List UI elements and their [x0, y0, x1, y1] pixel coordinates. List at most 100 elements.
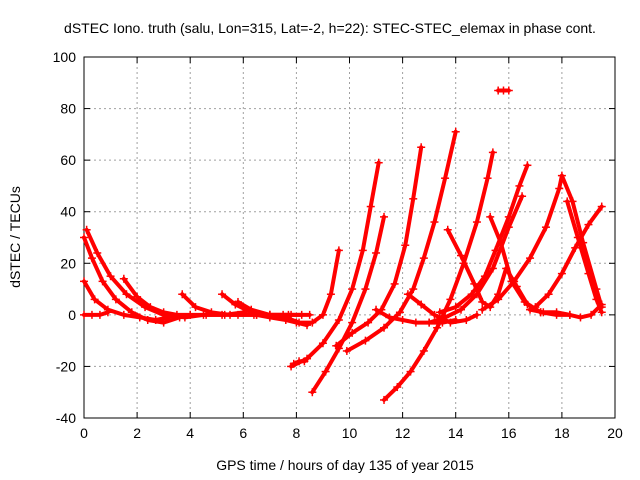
data-point [318, 310, 327, 319]
x-axis-label: GPS time / hours of day 135 of year 2015 [216, 457, 474, 473]
series-14 [342, 127, 460, 355]
data-point [247, 305, 256, 314]
data-point [80, 277, 88, 286]
data-point [462, 316, 471, 325]
x-tick-label: 6 [239, 425, 247, 441]
data-point [430, 310, 439, 319]
data-point [523, 161, 532, 170]
data-point [425, 318, 434, 327]
data-point [265, 313, 274, 322]
data-point [541, 223, 550, 232]
data-point [526, 254, 535, 263]
data-point [403, 290, 412, 299]
data-point [592, 295, 601, 304]
data-point [587, 310, 596, 319]
data-point [406, 367, 415, 376]
data-point [98, 277, 107, 286]
data-point [146, 303, 155, 312]
data-point [419, 254, 428, 263]
data-point [472, 310, 481, 319]
x-tick-label: 20 [607, 425, 623, 441]
data-point [159, 308, 168, 317]
data-point [483, 174, 492, 183]
series-13 [332, 143, 426, 350]
data-point [557, 171, 566, 180]
data-point [446, 295, 455, 304]
data-point [441, 174, 450, 183]
data-point [348, 318, 357, 327]
data-point [321, 367, 330, 376]
data-point [597, 202, 606, 211]
data-point [557, 269, 566, 278]
series-12 [308, 212, 389, 397]
data-point [488, 148, 497, 157]
y-tick-label: 40 [60, 204, 76, 220]
data-point [515, 181, 524, 190]
y-tick-label: 100 [53, 49, 77, 65]
y-tick-label: 0 [68, 307, 76, 323]
data-point [457, 305, 466, 314]
data-point [563, 197, 572, 206]
series-26 [563, 197, 606, 317]
series-line [437, 163, 530, 315]
series-15 [380, 148, 497, 404]
series-line [289, 160, 381, 369]
data-point [478, 305, 487, 314]
data-point [361, 285, 370, 294]
data-point [332, 341, 341, 350]
data-series [80, 86, 606, 404]
x-tick-label: 12 [395, 425, 411, 441]
data-point [342, 346, 351, 355]
data-point [135, 313, 144, 322]
data-point [443, 225, 452, 234]
y-tick-label: 80 [60, 101, 76, 117]
data-point [552, 308, 561, 317]
data-point [106, 272, 115, 281]
x-tick-label: 8 [293, 425, 301, 441]
data-point [417, 143, 426, 152]
data-point [526, 305, 535, 314]
data-point [419, 346, 428, 355]
chart-title: dSTEC Iono. truth (salu, Lon=315, Lat=-2… [64, 20, 596, 36]
data-point [90, 295, 99, 304]
series-23 [478, 171, 606, 314]
data-point [571, 243, 580, 252]
series-4 [80, 308, 112, 319]
data-point [576, 313, 585, 322]
series-line [382, 150, 495, 402]
data-point [303, 321, 312, 330]
data-point [494, 295, 503, 304]
data-point [103, 308, 112, 317]
y-tick-label: 20 [60, 255, 76, 271]
data-point [292, 318, 301, 327]
data-point [565, 310, 574, 319]
data-point [380, 323, 389, 332]
data-point [361, 336, 370, 345]
data-point [226, 310, 235, 319]
data-point [80, 233, 88, 242]
data-point [207, 308, 216, 317]
data-point [191, 303, 200, 312]
y-axis-label: dSTEC / TECUs [7, 186, 23, 288]
y-tick-label: -40 [56, 410, 76, 426]
series-line [533, 204, 604, 310]
x-tick-label: 10 [342, 425, 358, 441]
data-point [496, 238, 505, 247]
data-point [308, 388, 317, 397]
grid [84, 57, 615, 418]
data-point [364, 318, 373, 327]
data-point [441, 313, 450, 322]
data-point [186, 310, 195, 319]
data-point [531, 303, 540, 312]
data-point [172, 310, 181, 319]
data-point [597, 308, 606, 317]
series-line [310, 214, 386, 395]
data-point [504, 212, 513, 221]
data-point [289, 359, 298, 368]
data-point [308, 318, 317, 327]
series-9 [252, 310, 312, 330]
data-point [82, 225, 91, 234]
data-point [334, 316, 343, 325]
data-point [374, 158, 383, 167]
data-point [472, 218, 481, 227]
